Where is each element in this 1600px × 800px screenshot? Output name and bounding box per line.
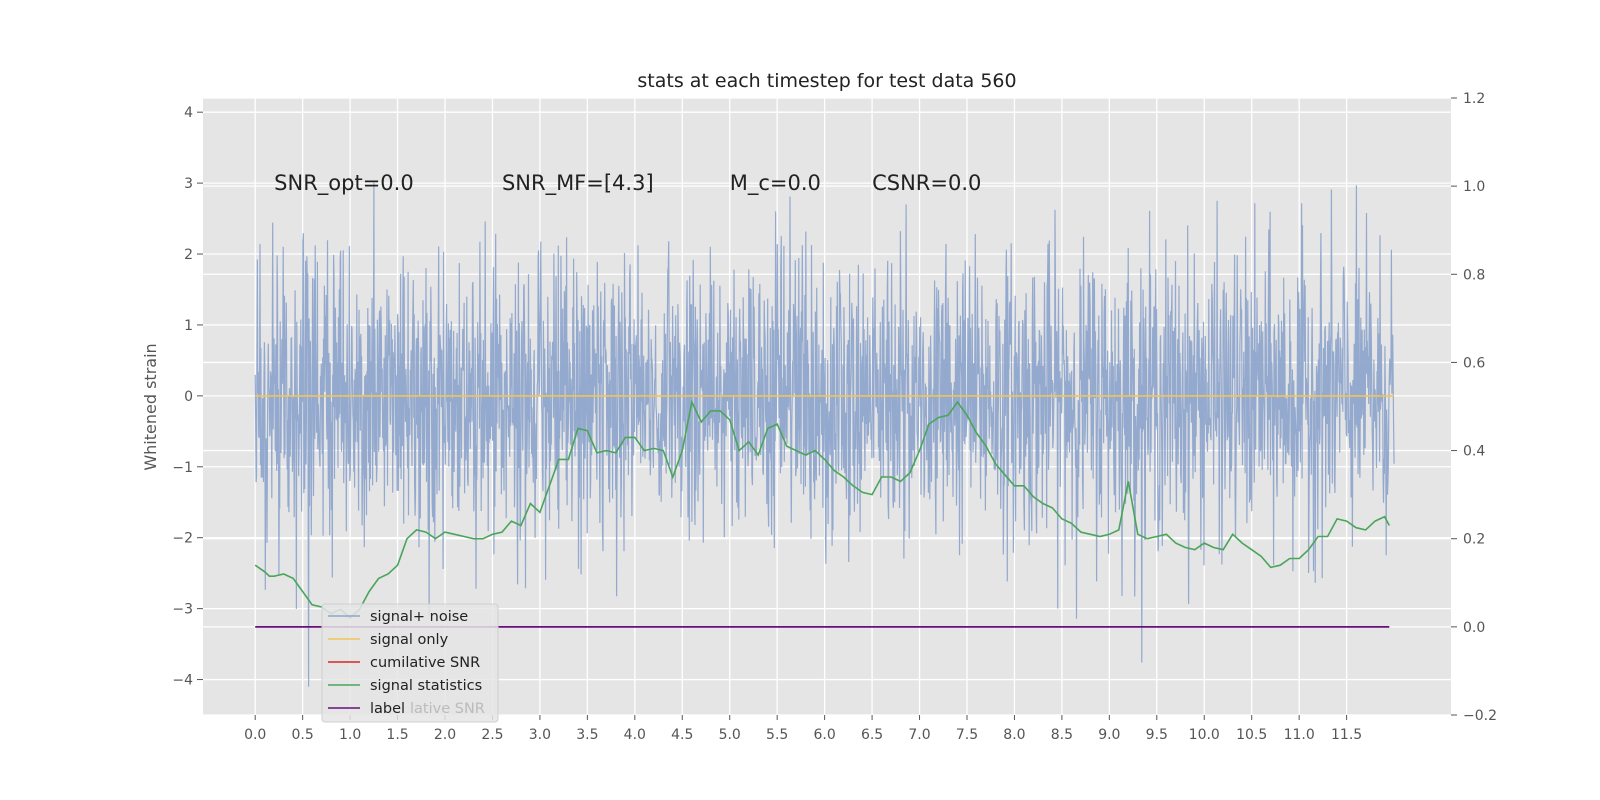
legend-ghost-text: lative SNR <box>410 701 485 717</box>
x-axis: 0.0 0.5 1.0 1.5 2.0 2.5 3.0 3.5 4.0 4.5 5.0 5.5 6.0 6… <box>244 715 1362 743</box>
x-tick-label-23: 11.5 <box>1331 727 1362 743</box>
y2-tick-label-5: 0.2 <box>1463 532 1485 548</box>
y-tick-label-4: 0 <box>184 389 193 405</box>
x-tick-label-1: 0.5 <box>292 727 314 743</box>
legend-label-4: label <box>370 701 405 717</box>
x-tick-label-10: 5.0 <box>719 727 741 743</box>
annotation-3: CSNR=0.0 <box>872 171 981 195</box>
x-tick-label-9: 4.5 <box>671 727 693 743</box>
y-tick-label-7: −3 <box>172 602 193 618</box>
legend-label-0: signal+ noise <box>370 609 468 625</box>
legend-label-1: signal only <box>370 632 449 648</box>
y-axis-label: Whitened strain <box>141 343 160 470</box>
chart-title: stats at each timestep for test data 560 <box>637 70 1016 92</box>
x-tick-label-6: 3.0 <box>529 727 551 743</box>
y-tick-label-1: 3 <box>184 176 193 192</box>
x-tick-label-14: 7.0 <box>908 727 930 743</box>
x-tick-label-3: 1.5 <box>386 727 408 743</box>
y2-tick-label-0: 1.2 <box>1463 91 1485 107</box>
y-tick-label-2: 2 <box>184 247 193 263</box>
annotations: SNR_opt=0.0 SNR_MF=[4.3] M_c=0.0 CSNR=0.0 <box>274 171 981 196</box>
y2-tick-label-6: 0.0 <box>1463 620 1485 636</box>
y-tick-label-5: −1 <box>172 460 193 476</box>
legend: lative SNR signal+ noise signal only cumila… <box>321 603 499 723</box>
x-tick-label-7: 3.5 <box>576 727 598 743</box>
x-tick-label-22: 11.0 <box>1284 727 1315 743</box>
y-tick-label-8: −4 <box>172 673 193 689</box>
x-tick-label-13: 6.5 <box>861 727 883 743</box>
x-tick-label-19: 9.5 <box>1146 727 1168 743</box>
annotation-0: SNR_opt=0.0 <box>274 171 414 196</box>
y2-tick-label-7: −0.2 <box>1463 708 1497 724</box>
series-signal-noise <box>254 182 1395 687</box>
x-tick-label-5: 2.5 <box>481 727 503 743</box>
legend-label-3: signal statistics <box>370 678 482 694</box>
x-tick-label-12: 6.0 <box>813 727 835 743</box>
grid <box>203 97 1451 716</box>
x-tick-label-8: 4.0 <box>624 727 646 743</box>
y-axis-right: 1.2 1.0 0.8 0.6 0.4 0.2 0.0 −0.2 <box>1451 91 1497 724</box>
x-tick-label-15: 7.5 <box>956 727 978 743</box>
y2-tick-label-2: 0.8 <box>1463 267 1485 283</box>
x-tick-label-17: 8.5 <box>1051 727 1073 743</box>
legend-box <box>321 603 499 723</box>
x-tick-label-20: 10.0 <box>1189 727 1220 743</box>
x-tick-label-11: 5.5 <box>766 727 788 743</box>
x-tick-label-18: 9.0 <box>1098 727 1120 743</box>
annotation-2: M_c=0.0 <box>730 171 821 196</box>
x-tick-label-21: 10.5 <box>1236 727 1267 743</box>
y-tick-label-0: 4 <box>184 105 193 121</box>
y-tick-label-3: 1 <box>184 318 193 334</box>
y2-tick-label-3: 0.6 <box>1463 355 1485 371</box>
y-axis-left: 4 3 2 1 0 −1 −2 −3 −4 <box>172 105 203 689</box>
y2-tick-label-1: 1.0 <box>1463 179 1485 195</box>
x-tick-label-16: 8.0 <box>1003 727 1025 743</box>
x-tick-label-0: 0.0 <box>244 727 266 743</box>
x-tick-label-2: 1.0 <box>339 727 361 743</box>
legend-label-2: cumilative SNR <box>370 655 480 671</box>
series-line-signal-statistics <box>254 399 1391 620</box>
y-tick-label-6: −2 <box>172 531 193 547</box>
signal-noise-line <box>254 182 1395 687</box>
x-tick-label-4: 2.0 <box>434 727 456 743</box>
annotation-1: SNR_MF=[4.3] <box>502 171 654 196</box>
y2-tick-label-4: 0.4 <box>1463 444 1485 460</box>
